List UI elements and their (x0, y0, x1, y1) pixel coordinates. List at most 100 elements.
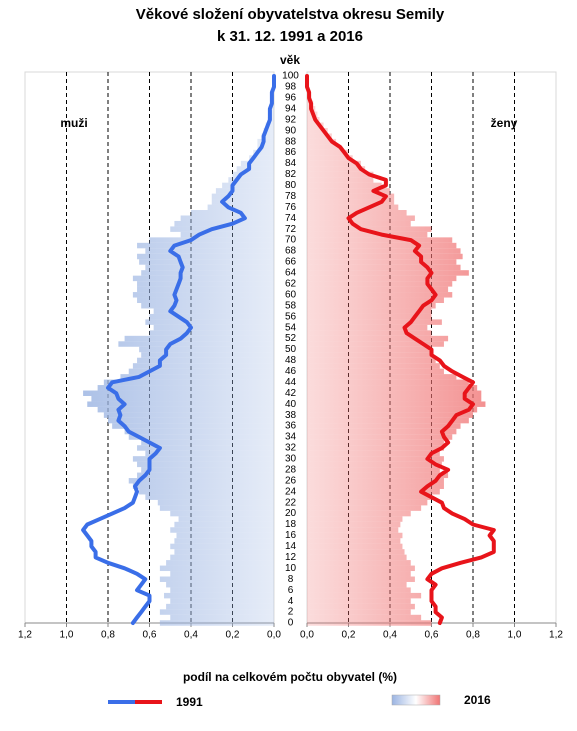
bar (145, 450, 274, 457)
bar (97, 385, 274, 391)
bar (103, 412, 274, 418)
bar (269, 111, 274, 118)
bar (141, 270, 274, 276)
bar (157, 499, 274, 506)
y-tick-label: 78 (285, 191, 297, 202)
y-tick-label: 54 (285, 322, 297, 333)
bar (307, 472, 449, 479)
bar (97, 406, 274, 413)
bar (137, 461, 274, 468)
y-axis-title: věk (280, 53, 300, 67)
bar (307, 275, 457, 282)
bar (191, 210, 274, 216)
bar (139, 488, 274, 495)
bar (263, 127, 274, 134)
bar (170, 554, 274, 561)
bar (307, 160, 361, 167)
bar (145, 264, 274, 271)
bar (307, 406, 478, 413)
bar (307, 133, 332, 139)
side-label: ženy (491, 116, 518, 130)
bar (118, 341, 274, 347)
y-tick-label: 84 (285, 158, 297, 169)
bar (211, 199, 274, 205)
y-tick-label: 76 (285, 202, 297, 213)
x-tick-label: 0,2 (226, 630, 240, 641)
y-tick-label: 58 (285, 300, 297, 311)
bar (307, 357, 436, 364)
y-tick-label: 30 (285, 454, 297, 465)
x-tick-label: 1,2 (549, 630, 563, 641)
y-tick-label: 18 (285, 519, 297, 530)
y-tick-label: 38 (285, 410, 297, 421)
bar (166, 603, 274, 610)
y-tick-label: 32 (285, 443, 297, 454)
bar (170, 587, 274, 593)
bar (307, 445, 444, 451)
bar (137, 286, 274, 293)
legend-label: 1991 (176, 695, 203, 709)
line (305, 74, 496, 625)
bar (170, 226, 274, 232)
bar (307, 149, 349, 156)
y-tick-label: 42 (285, 388, 297, 399)
x-tick-label: 0,6 (425, 630, 439, 641)
bar (164, 592, 274, 599)
bar (170, 614, 274, 621)
bar (307, 319, 442, 325)
bar (307, 543, 403, 550)
bar (307, 138, 337, 145)
bar (307, 303, 436, 309)
bar (307, 122, 324, 128)
bar (132, 275, 274, 282)
bar (307, 467, 440, 473)
bar (307, 620, 432, 626)
bar (128, 478, 274, 484)
bar (257, 144, 274, 150)
y-tick-label: 4 (288, 596, 294, 607)
bar (170, 598, 274, 604)
bar (132, 363, 274, 369)
y-tick-label: 46 (285, 366, 297, 377)
bar (103, 379, 274, 386)
bar (83, 390, 274, 396)
y-tick-label: 50 (285, 344, 297, 355)
y-tick-label: 66 (285, 257, 297, 268)
bar (137, 253, 274, 260)
bar (307, 576, 415, 582)
bar (112, 423, 275, 429)
bar (307, 242, 457, 249)
bar (141, 303, 274, 309)
bar (307, 188, 390, 194)
bar (307, 428, 457, 435)
bar (307, 527, 399, 533)
bar (307, 127, 328, 134)
bar (307, 297, 444, 304)
bar (149, 330, 274, 336)
bar (307, 549, 405, 555)
bar (307, 521, 401, 528)
bar (307, 220, 411, 227)
y-tick-label: 20 (285, 508, 297, 519)
y-tick-label: 56 (285, 311, 297, 322)
bar (307, 390, 482, 396)
x-tick-label: 0,6 (143, 630, 157, 641)
y-tick-label: 100 (282, 71, 299, 82)
bar (170, 527, 274, 533)
bar (145, 494, 274, 500)
y-tick-label: 0 (288, 618, 294, 629)
y-tick-label: 80 (285, 180, 297, 191)
bar (249, 155, 274, 161)
bar (307, 565, 415, 572)
bar (137, 242, 274, 249)
y-tick-label: 52 (285, 333, 297, 344)
bar (132, 483, 274, 489)
bar (174, 220, 274, 227)
y-tick-label: 22 (285, 497, 297, 508)
y-tick-label: 8 (288, 574, 294, 585)
bar (137, 357, 274, 364)
bar (307, 231, 428, 238)
bar (159, 576, 274, 582)
bar (307, 324, 428, 331)
bar (307, 215, 415, 221)
